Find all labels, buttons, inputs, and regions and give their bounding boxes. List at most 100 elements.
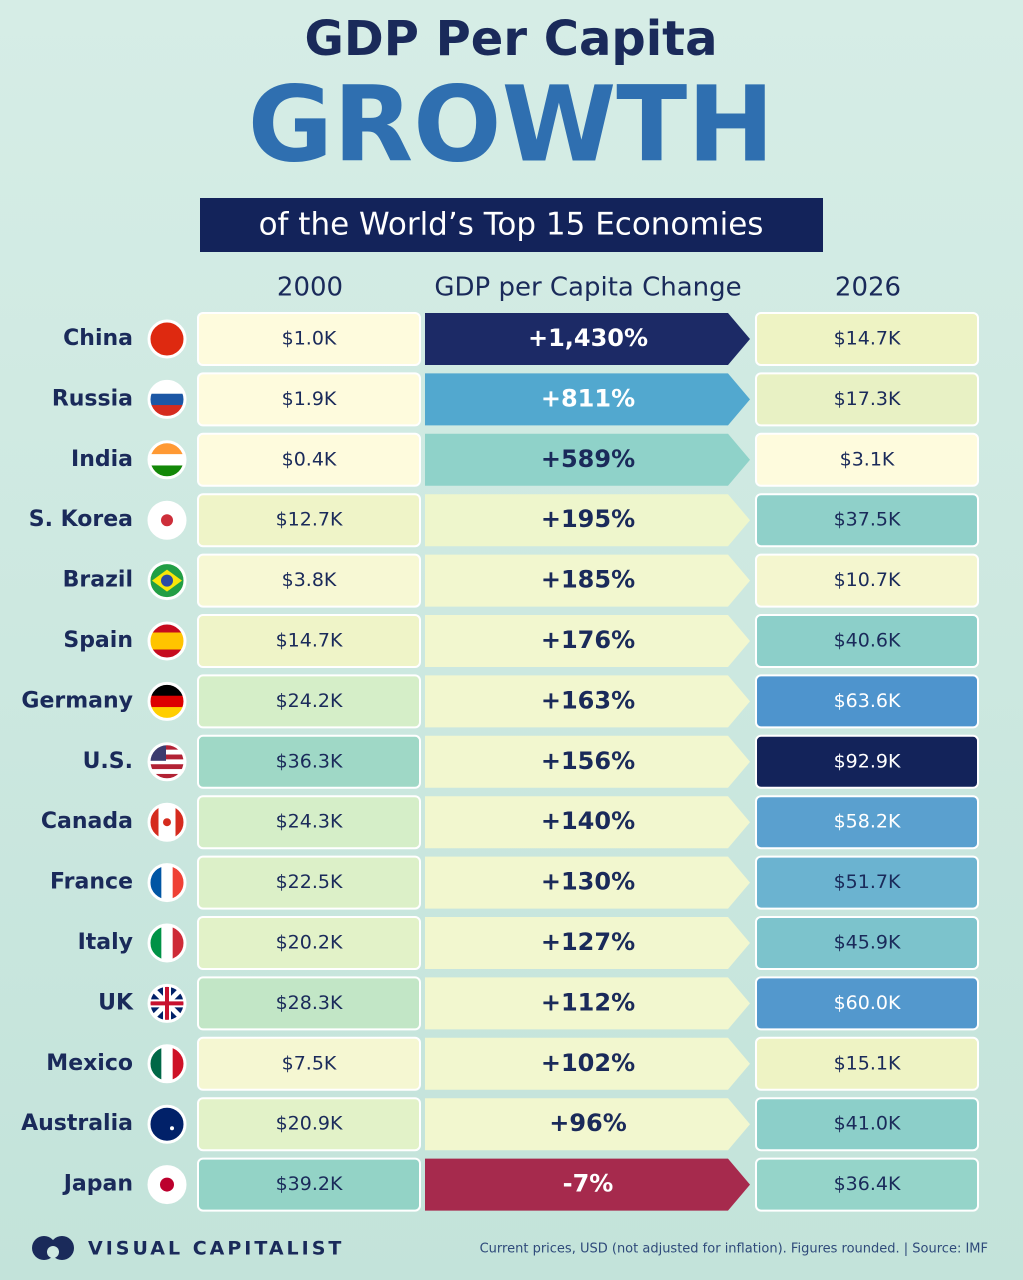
flag-stripe	[150, 405, 184, 417]
value-label: $39.2K	[276, 1173, 343, 1195]
value-cell	[197, 674, 421, 729]
value-cell	[197, 1157, 421, 1212]
change-label: +112%	[541, 988, 635, 1016]
country-label: Mexico	[46, 1051, 133, 1076]
flag-stripe	[150, 754, 184, 760]
flag-stripe	[150, 393, 184, 406]
headline: GROWTH	[248, 63, 775, 185]
value-cell	[755, 674, 979, 729]
value-label: $14.7K	[834, 328, 901, 350]
country-label: India	[71, 447, 133, 472]
flag-stripe	[150, 624, 184, 633]
value-cell	[197, 1097, 421, 1152]
change-label: +195%	[541, 505, 635, 533]
value-cell	[197, 432, 421, 487]
logo	[32, 1236, 74, 1260]
country-label: France	[50, 870, 133, 895]
flag-stripe	[150, 1107, 184, 1142]
flag-stripe	[150, 632, 184, 642]
value-cell	[755, 312, 979, 366]
flag-ring	[147, 1165, 187, 1205]
value-label: $63.6K	[834, 690, 901, 712]
flag-stripe	[150, 749, 184, 756]
value-label: $1.9K	[282, 388, 337, 410]
country-label: U.S.	[83, 749, 133, 774]
change-label: +127%	[541, 928, 635, 956]
subtitle-banner	[200, 198, 823, 252]
value-cell	[755, 1097, 979, 1152]
value-cell	[755, 916, 979, 970]
flag-stripe	[150, 744, 184, 751]
value-label: $92.9K	[834, 750, 901, 772]
value-cell	[197, 855, 421, 910]
value-cell	[755, 493, 979, 548]
flag-ring	[147, 440, 187, 480]
flag-ring	[147, 983, 187, 1023]
flag-stripe	[150, 769, 184, 775]
flag-ring	[147, 621, 187, 661]
flag	[150, 563, 184, 598]
flag-stripe	[150, 641, 184, 650]
value-label: $24.2K	[276, 690, 343, 712]
footnote: Current prices, USD (not adjusted for in…	[480, 1242, 988, 1257]
flag-stripe	[150, 382, 184, 395]
change-arrow	[425, 373, 750, 426]
flag	[150, 322, 184, 356]
value-label: $41.0K	[834, 1113, 901, 1135]
change-label: +102%	[541, 1049, 635, 1077]
value-cell	[197, 614, 421, 668]
change-label: +140%	[541, 807, 635, 835]
flag-ring	[147, 681, 187, 721]
flag	[150, 442, 184, 477]
flag-stripe	[150, 465, 184, 477]
value-label: $36.4K	[834, 1173, 901, 1195]
value-label: $10.7K	[834, 569, 901, 591]
flag-stripe	[172, 926, 184, 960]
flag-stripe	[150, 1046, 162, 1081]
value-label: $58.2K	[834, 811, 901, 833]
flag	[150, 1046, 184, 1081]
flag-ring	[147, 1104, 187, 1144]
flag-stripe	[161, 926, 174, 960]
value-label: $0.4K	[282, 448, 337, 470]
change-label: -7%	[563, 1170, 614, 1198]
value-label: $20.2K	[276, 932, 343, 954]
change-label: +130%	[541, 868, 635, 896]
value-label: $14.7K	[276, 630, 343, 652]
flag	[150, 805, 184, 840]
flag-stripe	[150, 865, 162, 900]
flag-stripe	[150, 773, 184, 779]
brand: VISUAL CAPITALIST	[88, 1238, 344, 1260]
value-label: $28.3K	[276, 992, 343, 1014]
change-arrow	[425, 796, 750, 849]
change-arrow	[425, 433, 750, 486]
value-label: $12.7K	[276, 509, 343, 531]
flag-emblem	[161, 514, 173, 527]
value-cell	[197, 553, 421, 608]
flag	[150, 1167, 184, 1202]
value-label: $51.7K	[834, 871, 901, 893]
value-label: $7.5K	[282, 1052, 337, 1074]
column-header: 2026	[835, 273, 901, 303]
value-label: $22.5K	[276, 871, 343, 893]
flag	[150, 865, 184, 900]
flag	[150, 624, 184, 658]
change-arrow	[425, 675, 750, 728]
change-label: +156%	[541, 747, 635, 775]
flag	[150, 986, 184, 1021]
value-label: $3.8K	[282, 569, 337, 591]
flag-stripe	[161, 1046, 174, 1081]
value-cell	[755, 795, 979, 850]
flag-emblem	[163, 818, 171, 827]
flag-stripe	[150, 759, 184, 765]
flag	[150, 1107, 184, 1142]
value-label: $24.3K	[276, 811, 343, 833]
country-label: Spain	[63, 628, 133, 653]
flag-stripe	[167, 805, 176, 840]
flag-ring	[147, 923, 187, 963]
value-cell	[197, 372, 421, 427]
change-label: +185%	[541, 566, 635, 594]
subtitle: of the World’s Top 15 Economies	[259, 207, 764, 243]
